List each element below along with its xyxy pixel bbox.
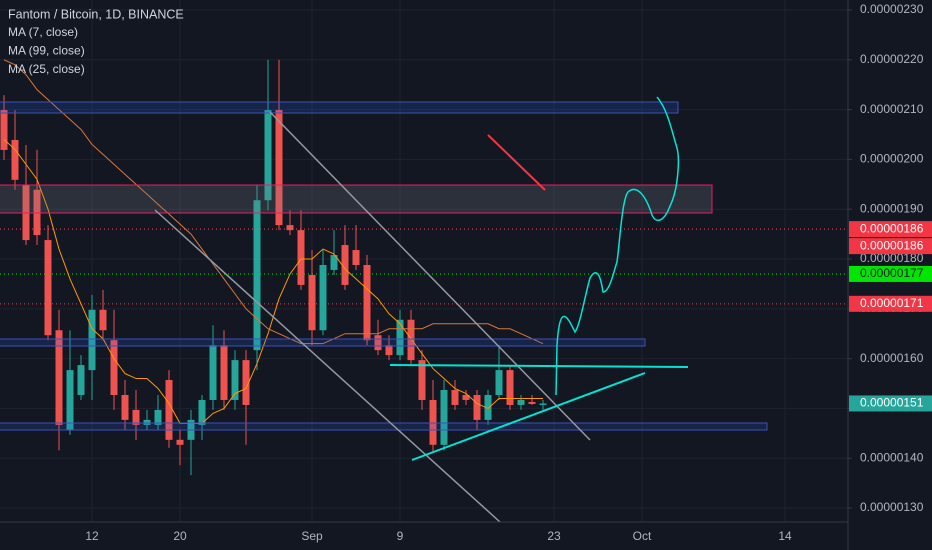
price-badge-label: 0.00000186 (860, 238, 924, 252)
candle-body (154, 409, 162, 425)
last-price-badge (849, 395, 932, 412)
trend-line (389, 364, 689, 368)
y-tick-label: 0.00000160 (860, 351, 924, 365)
candle-body (396, 319, 404, 356)
candle-body (484, 394, 492, 420)
drawings (0, 96, 768, 523)
channel-line (154, 209, 501, 523)
x-tick-label: 20 (173, 529, 187, 543)
candle-body (495, 370, 503, 395)
ma-line (3, 59, 544, 345)
candle-body (451, 390, 459, 405)
y-tick-label: 0.00000130 (860, 500, 924, 514)
candle-body (275, 110, 283, 226)
candle-body (132, 409, 140, 425)
candle-body (308, 274, 316, 331)
price-badge (849, 265, 932, 282)
candle-body (44, 240, 52, 336)
x-tick-label: 14 (778, 529, 792, 543)
candle-body (165, 380, 173, 440)
candle-body (462, 394, 470, 400)
candle-body (22, 184, 30, 241)
candle-body (385, 345, 393, 356)
candle-body (352, 250, 360, 265)
candle-body (473, 394, 481, 420)
candle-body (209, 345, 217, 400)
candle-body (517, 399, 525, 405)
y-tick-label: 0.00000220 (860, 52, 924, 66)
candle-body (231, 360, 239, 400)
y-tick-label: 0.00000180 (860, 251, 924, 265)
price-badge (849, 221, 932, 238)
price-badge-label: 0.00000177 (860, 266, 924, 280)
legend-entry: MA (25, close) (8, 62, 85, 76)
legend: Fantom / Bitcoin, 1D, BINANCE MA (7, clo… (8, 7, 184, 76)
candle-body (429, 399, 437, 445)
candle-body (297, 230, 305, 285)
channel-line (269, 111, 591, 441)
price-badge-label: 0.00000186 (860, 221, 924, 235)
candle-body (143, 419, 151, 425)
candle-body (506, 370, 514, 405)
candle-body (286, 225, 294, 231)
candle-body (66, 370, 74, 430)
y-tick-label: 0.00000210 (860, 102, 924, 116)
x-tick-label: 23 (547, 529, 561, 543)
x-tick-label: Sep (301, 529, 323, 543)
trend-line (411, 372, 646, 461)
y-tick-label: 0.00000230 (860, 2, 924, 16)
candle-body (176, 439, 184, 445)
candle-body (220, 345, 228, 400)
chart-title: Fantom / Bitcoin, 1D, BINANCE (8, 7, 184, 21)
price-badge-label: 0.00000171 (860, 296, 924, 310)
candle-body (363, 264, 371, 341)
candle-body (198, 399, 206, 425)
candle-body (0, 110, 8, 150)
trend-line (487, 134, 546, 191)
candle-body (539, 403, 547, 405)
candle-body (99, 309, 107, 331)
candle-body (374, 335, 382, 351)
candle-body (55, 330, 63, 425)
candle-body (253, 200, 261, 351)
candle-body (77, 365, 85, 395)
candle-body (33, 189, 41, 236)
candle-body (11, 139, 19, 180)
candles (0, 59, 547, 476)
price-badge (849, 238, 932, 255)
last-price-label: 0.00000151 (860, 396, 924, 410)
zone-box (0, 101, 679, 114)
zone-box (0, 184, 713, 214)
candle-body (121, 394, 129, 420)
price-badge (849, 295, 932, 312)
y-tick-label: 0.00000190 (860, 201, 924, 215)
zone-box (0, 338, 646, 347)
x-tick-label: 12 (85, 529, 99, 543)
candle-body (418, 360, 426, 400)
candle-body (264, 110, 272, 201)
y-tick-label: 0.00000140 (860, 450, 924, 464)
candle-body (110, 340, 118, 395)
candle-body (242, 360, 250, 405)
candle-body (440, 390, 448, 445)
y-tick-label: 0.00000200 (860, 152, 924, 166)
zone-box (0, 422, 768, 431)
legend-entry: MA (99, close) (8, 44, 85, 58)
projection-path (555, 96, 680, 396)
candle-body (341, 245, 349, 285)
x-tick-label: Oct (633, 529, 652, 543)
legend-entry: MA (7, close) (8, 25, 78, 39)
candle-body (528, 401, 536, 404)
price-lines (0, 228, 848, 305)
candle-body (319, 264, 327, 331)
candle-body (407, 319, 415, 361)
candle-body (330, 255, 338, 270)
candle-body (88, 309, 96, 371)
time-axis (0, 522, 848, 550)
x-tick-label: 9 (397, 529, 404, 543)
